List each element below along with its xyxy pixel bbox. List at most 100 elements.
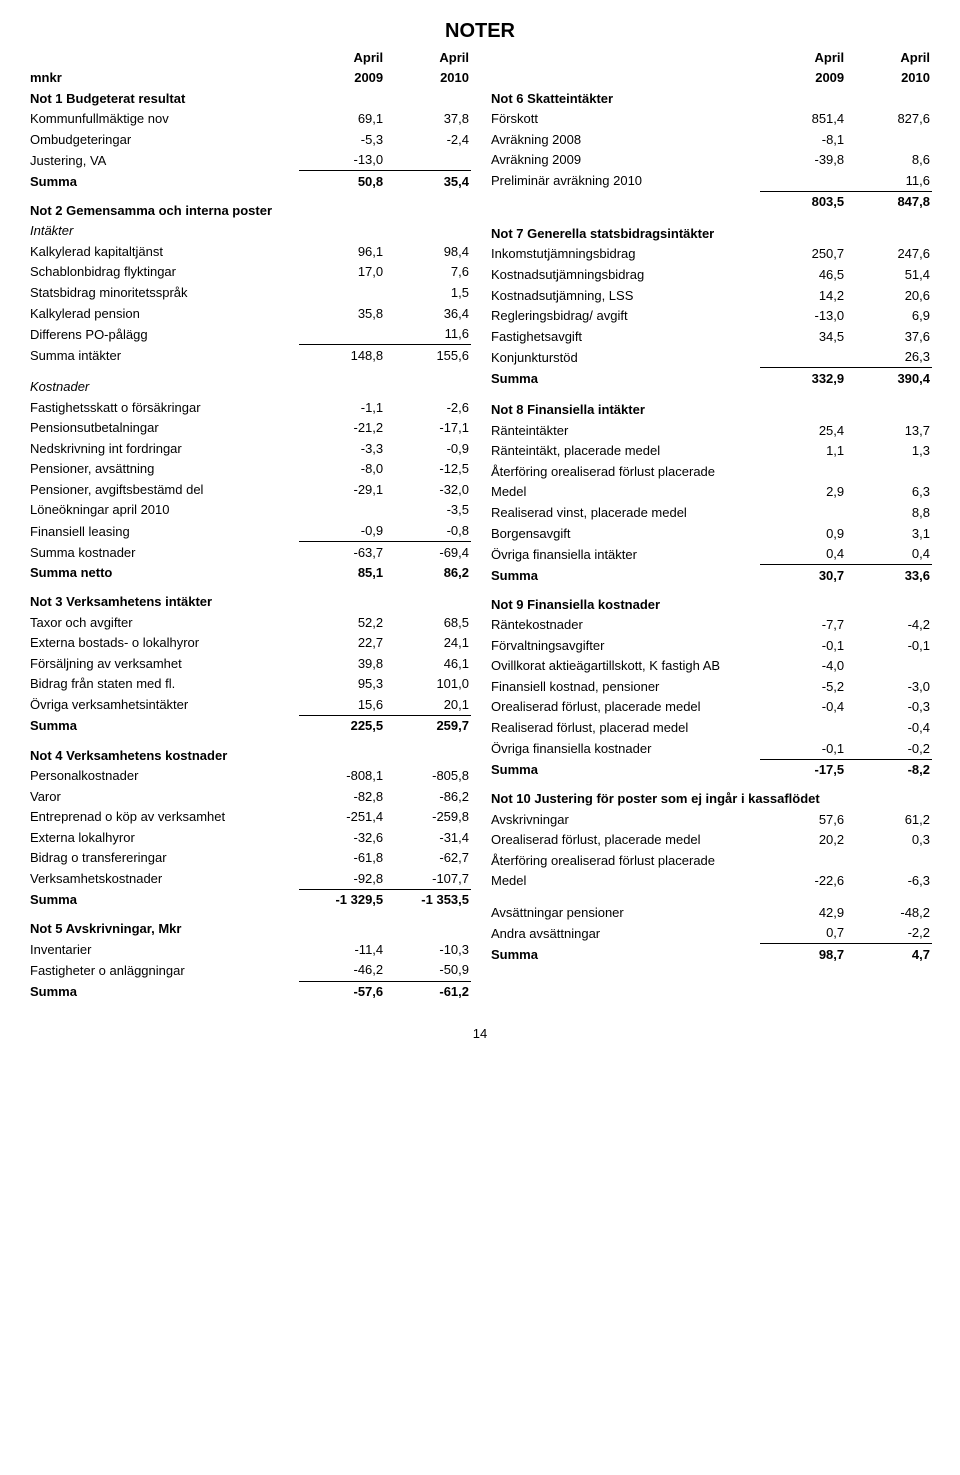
row-value-2: 390,4 bbox=[846, 368, 932, 389]
row-label: Ränteintäkt, placerade medel bbox=[489, 441, 760, 462]
row-value-1: -5,3 bbox=[299, 129, 385, 150]
row-label: Realiserad förlust, placerad medel bbox=[489, 717, 760, 738]
row-value-2: 4,7 bbox=[846, 944, 932, 965]
row-label: Ovillkorat aktieägartillskott, K fastigh… bbox=[489, 656, 760, 677]
row-value-1 bbox=[760, 717, 846, 738]
row-label: Övriga verksamhetsintäkter bbox=[28, 694, 299, 715]
table-row: Finansiell leasing-0,9-0,8 bbox=[28, 521, 471, 542]
row-value-2: 37,6 bbox=[846, 326, 932, 347]
row-label: Pensionsutbetalningar bbox=[28, 418, 299, 439]
row-label: Statsbidrag minoritetsspråk bbox=[28, 283, 299, 304]
row-label: Not 8 Finansiella intäkter bbox=[489, 400, 760, 421]
row-label: Intäkter bbox=[28, 221, 299, 242]
row-value-2: 8,6 bbox=[846, 150, 932, 171]
row-value-2: 11,6 bbox=[385, 324, 471, 345]
row-value-1: 0,9 bbox=[760, 523, 846, 544]
table-row: Summa332,9390,4 bbox=[489, 368, 932, 389]
row-value-1 bbox=[760, 170, 846, 191]
row-value-2 bbox=[385, 150, 471, 171]
row-value-1: -61,8 bbox=[299, 848, 385, 869]
row-value-1: -92,8 bbox=[299, 868, 385, 889]
row-label bbox=[489, 191, 760, 212]
row-label: Not 9 Finansiella kostnader bbox=[489, 586, 932, 615]
row-label: Personalkostnader bbox=[28, 766, 299, 787]
row-value-1: -0,1 bbox=[760, 738, 846, 759]
row-label: Not 10 Justering för poster som ej ingår… bbox=[489, 780, 932, 809]
row-value-2: -3,0 bbox=[846, 676, 932, 697]
row-label: Not 4 Verksamhetens kostnader bbox=[28, 737, 471, 766]
row-label: Not 7 Generella statsbidragsintäkter bbox=[489, 223, 760, 244]
table-row: Fastigheter o anläggningar-46,2-50,9 bbox=[28, 960, 471, 981]
table-row: Summa intäkter148,8155,6 bbox=[28, 345, 471, 366]
row-label: Medel bbox=[489, 871, 760, 892]
row-label: Fastigheter o anläggningar bbox=[28, 960, 299, 981]
row-label: Summa bbox=[489, 368, 760, 389]
row-value-1: -4,0 bbox=[760, 656, 846, 677]
table-row: Not 6 Skatteintäkter bbox=[489, 88, 932, 109]
page-number: 14 bbox=[28, 1026, 932, 1041]
row-value-2: -2,6 bbox=[385, 397, 471, 418]
row-value-2: -2,4 bbox=[385, 129, 471, 150]
table-row: Pensioner, avsättning-8,0-12,5 bbox=[28, 459, 471, 480]
table-row: Not 3 Verksamhetens intäkter bbox=[28, 583, 471, 612]
row-value-1: 225,5 bbox=[299, 715, 385, 736]
row-value-1 bbox=[760, 347, 846, 368]
row-value-1: -17,5 bbox=[760, 759, 846, 780]
table-row: Not 1 Budgeterat resultat bbox=[28, 88, 471, 109]
row-value-2: 7,6 bbox=[385, 262, 471, 283]
row-label: Borgensavgift bbox=[489, 523, 760, 544]
row-value-2: 101,0 bbox=[385, 674, 471, 695]
row-label: Externa bostads- o lokalhyror bbox=[28, 633, 299, 654]
row-value-1: 0,7 bbox=[760, 923, 846, 944]
col2-header-year: 2010 bbox=[385, 68, 471, 89]
table-row: Summa225,5259,7 bbox=[28, 715, 471, 736]
row-value-1: 30,7 bbox=[760, 565, 846, 586]
row-value-2: 13,7 bbox=[846, 420, 932, 441]
row-value-2: 20,6 bbox=[846, 285, 932, 306]
table-row: Orealiserad förlust, placerade medel-0,4… bbox=[489, 697, 932, 718]
table-row: Avräkning 2008-8,1 bbox=[489, 129, 932, 150]
table-row: Återföring orealiserad förlust placerade bbox=[489, 461, 932, 482]
row-value-1 bbox=[760, 400, 846, 421]
row-value-2: -50,9 bbox=[385, 960, 471, 981]
row-value-2: -2,2 bbox=[846, 923, 932, 944]
table-row: Taxor och avgifter52,268,5 bbox=[28, 612, 471, 633]
row-value-1 bbox=[299, 324, 385, 345]
table-row: Verksamhetskostnader-92,8-107,7 bbox=[28, 868, 471, 889]
row-value-1: 85,1 bbox=[299, 563, 385, 584]
row-value-1: 0,4 bbox=[760, 544, 846, 565]
table-row: Statsbidrag minoritetsspråk1,5 bbox=[28, 283, 471, 304]
row-label: Nedskrivning int fordringar bbox=[28, 438, 299, 459]
table-row: Summa-1 329,5-1 353,5 bbox=[28, 889, 471, 910]
row-label: Räntekostnader bbox=[489, 615, 760, 636]
row-label: Summa bbox=[489, 759, 760, 780]
table-row: Kommunfullmäktige nov69,137,8 bbox=[28, 109, 471, 130]
row-label: Not 1 Budgeterat resultat bbox=[28, 88, 471, 109]
row-value-2: -48,2 bbox=[846, 902, 932, 923]
row-value-1 bbox=[299, 500, 385, 521]
row-value-1: -57,6 bbox=[299, 981, 385, 1002]
row-value-1: -13,0 bbox=[299, 150, 385, 171]
row-value-2: 46,1 bbox=[385, 653, 471, 674]
row-label: Avskrivningar bbox=[489, 809, 760, 830]
col2-header-year-r: 2010 bbox=[846, 68, 932, 89]
table-row bbox=[489, 891, 932, 902]
page-title: NOTER bbox=[28, 20, 932, 43]
row-value-1 bbox=[760, 850, 846, 871]
row-value-1: 34,5 bbox=[760, 326, 846, 347]
row-value-2: 155,6 bbox=[385, 345, 471, 366]
row-label: Not 3 Verksamhetens intäkter bbox=[28, 583, 471, 612]
row-value-1: 22,7 bbox=[299, 633, 385, 654]
table-row: Löneökningar april 2010-3,5 bbox=[28, 500, 471, 521]
row-value-1: -0,9 bbox=[299, 521, 385, 542]
table-row: Pensioner, avgiftsbestämd del-29,1-32,0 bbox=[28, 479, 471, 500]
row-label: Finansiell leasing bbox=[28, 521, 299, 542]
columns-wrapper: April April mnkr 2009 2010 Not 1 Budgete… bbox=[28, 47, 932, 1002]
table-row: Externa bostads- o lokalhyror22,724,1 bbox=[28, 633, 471, 654]
row-label: Varor bbox=[28, 786, 299, 807]
table-row: 803,5847,8 bbox=[489, 191, 932, 212]
row-value-1: -63,7 bbox=[299, 542, 385, 563]
col1-header-top-r: April bbox=[760, 47, 846, 68]
table-row: Personalkostnader-808,1-805,8 bbox=[28, 766, 471, 787]
table-row: Fastighetsskatt o försäkringar-1,1-2,6 bbox=[28, 397, 471, 418]
